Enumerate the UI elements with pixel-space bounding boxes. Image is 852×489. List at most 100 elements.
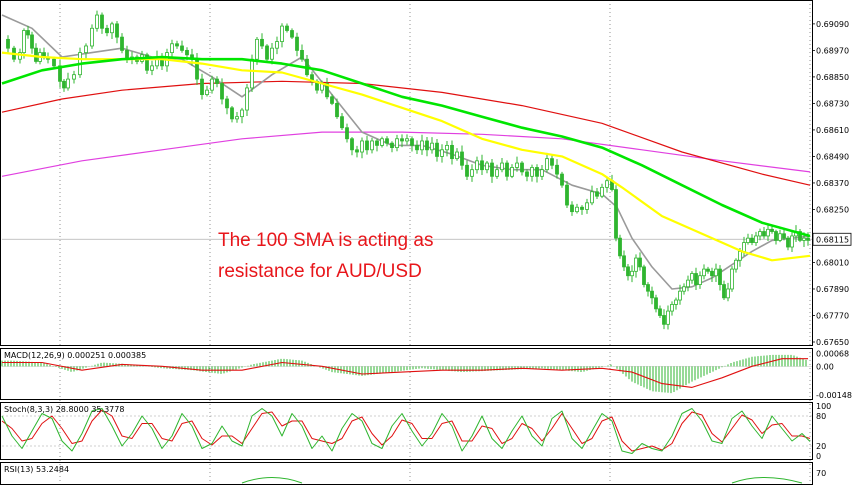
price-tick-label: 0.68010 — [816, 258, 849, 267]
candle-body — [650, 290, 654, 299]
candle-body — [430, 142, 434, 151]
candle-body — [200, 78, 204, 95]
candle-body — [555, 164, 559, 175]
candle-body — [515, 162, 519, 168]
candle-body — [678, 290, 682, 301]
price-tick-label: 0.68970 — [816, 46, 849, 55]
candle-body — [120, 36, 124, 51]
candle-body — [410, 138, 414, 146]
candle-body — [345, 127, 349, 140]
candle-body — [798, 231, 802, 241]
candle-body — [618, 237, 622, 257]
candle-body — [746, 237, 750, 243]
candle-body — [250, 58, 254, 89]
candle-body — [435, 142, 439, 157]
stoch-tick-label: 100 — [816, 402, 831, 411]
candle-body — [72, 74, 76, 80]
candle-body — [330, 96, 334, 104]
candle-body — [495, 169, 499, 177]
candle-body — [662, 315, 666, 325]
candle-body — [535, 167, 539, 177]
candle-body — [465, 164, 469, 177]
candle-body — [570, 204, 574, 213]
candle-body — [475, 160, 479, 171]
candle-body — [440, 149, 444, 157]
candle-body — [110, 23, 114, 34]
candle-body — [778, 233, 782, 241]
candle-body — [682, 286, 686, 292]
candle-body — [30, 34, 34, 49]
candle-body — [545, 158, 549, 171]
candle-body — [355, 149, 359, 153]
price-axis: 0.69090 0.68970 0.68850 0.68730 0.68610 0.684… — [812, 20, 852, 347]
candle-body — [580, 206, 584, 210]
candle-body — [782, 233, 786, 239]
annotation-line-2: resistance for AUD/USD — [218, 261, 422, 282]
sma-200-line — [1, 80, 811, 186]
candle-body — [360, 140, 364, 153]
candle-body — [175, 43, 179, 47]
candle-body — [786, 237, 790, 248]
rsi-frame — [0, 462, 813, 485]
candle-body — [742, 242, 746, 252]
candle-body — [100, 14, 104, 29]
price-tick-label: 0.69090 — [816, 20, 849, 29]
candle-body — [380, 138, 384, 146]
candle-body — [375, 140, 379, 146]
candle-body — [84, 45, 88, 54]
candle-body — [385, 138, 389, 144]
rsi-label: RSI(13) 53.2484 — [4, 465, 69, 474]
candle-body — [762, 231, 766, 237]
candle-body — [350, 138, 354, 151]
price-tick-label: 0.68490 — [816, 152, 849, 161]
candle-body — [698, 275, 702, 285]
candle-body — [395, 138, 399, 148]
candle-body — [285, 25, 289, 31]
price-tick-label: 0.67770 — [816, 311, 849, 320]
candle-body — [325, 83, 329, 98]
stoch-frame — [0, 402, 813, 460]
candle-body — [666, 310, 670, 325]
candle-body — [560, 173, 564, 186]
candle-body — [714, 268, 718, 277]
candle-body — [445, 144, 449, 151]
candle-body — [654, 297, 658, 310]
candle-body — [290, 30, 294, 38]
candle-body — [185, 49, 189, 56]
sma-100-line — [1, 55, 811, 238]
candle-body — [255, 38, 259, 60]
candle-body — [225, 98, 229, 109]
candle-body — [470, 169, 474, 177]
candle-body — [220, 83, 224, 100]
candle-body — [722, 284, 726, 299]
candle-body — [770, 228, 774, 232]
candle-body — [205, 89, 209, 95]
rsi-tick-label: 70 — [816, 469, 826, 478]
candle-body — [622, 255, 626, 268]
candle-body — [390, 142, 394, 148]
candle-body — [415, 144, 419, 151]
sma-long-line — [1, 131, 811, 177]
candle-body — [500, 162, 504, 171]
candle-body — [180, 45, 184, 51]
candle-body — [425, 140, 429, 151]
price-panel — [1, 10, 812, 330]
candle-body — [694, 273, 698, 285]
candle-body — [634, 257, 638, 272]
candle-body — [295, 36, 299, 51]
candle-body — [95, 14, 99, 29]
candle-body — [62, 80, 66, 89]
candle-body — [400, 138, 404, 142]
candle-body — [52, 58, 56, 67]
candle-body — [726, 288, 730, 299]
price-tick-label: 0.67650 — [816, 338, 849, 347]
candle-body — [260, 38, 264, 47]
candle-body — [730, 268, 734, 290]
candle-body — [230, 107, 234, 120]
candle-body — [58, 65, 62, 82]
macd-tick-label: 0.00 — [816, 362, 834, 371]
candle-body — [26, 30, 30, 36]
candle-body — [340, 116, 344, 129]
